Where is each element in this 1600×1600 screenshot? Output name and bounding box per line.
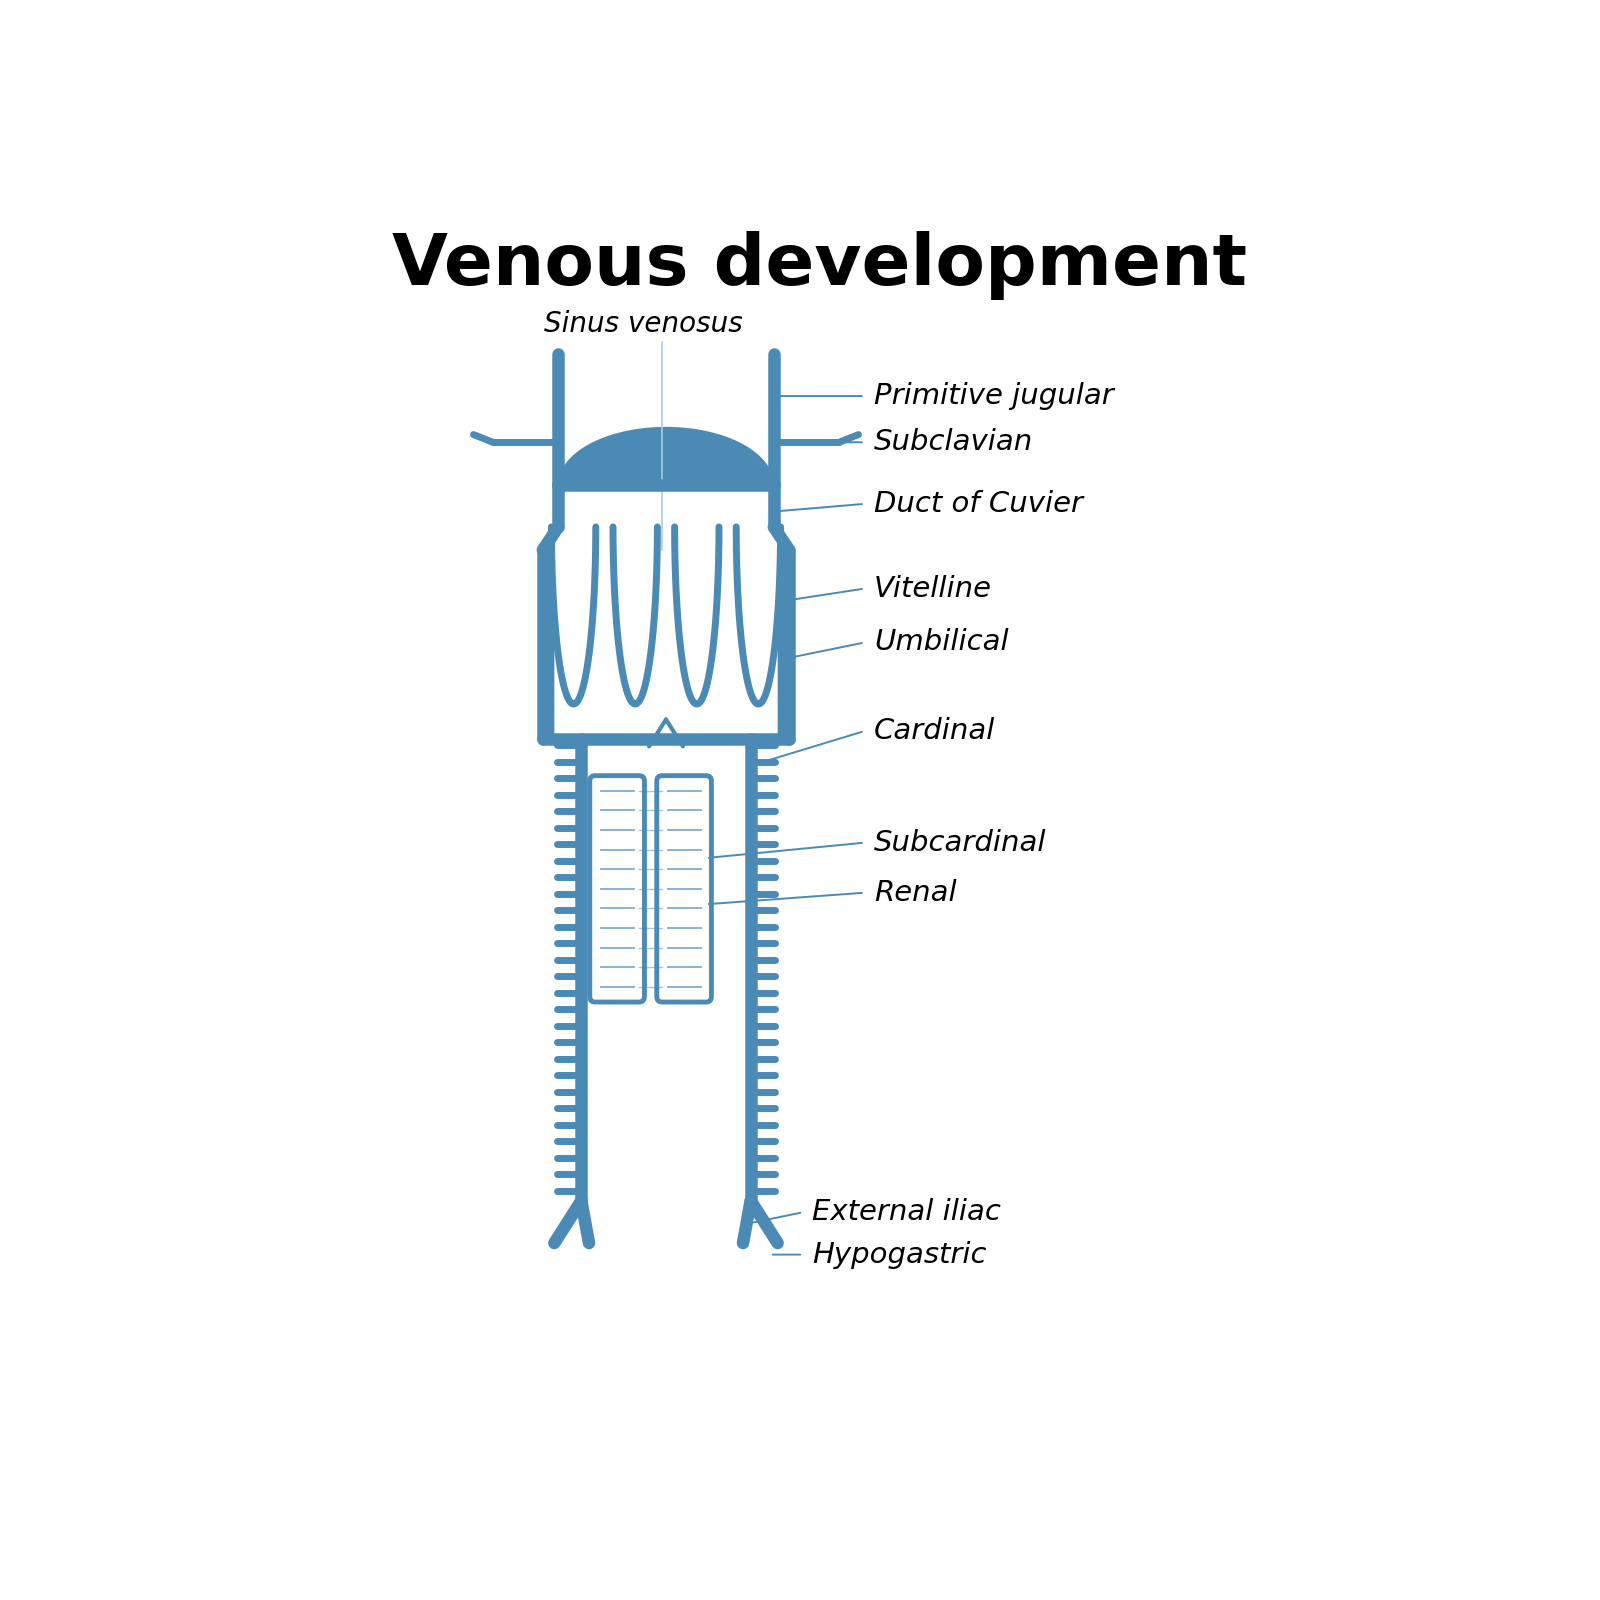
Text: Cardinal: Cardinal: [874, 717, 995, 746]
Text: Hypogastric: Hypogastric: [813, 1240, 987, 1269]
FancyBboxPatch shape: [656, 776, 712, 1002]
Text: Sinus venosus: Sinus venosus: [544, 310, 742, 338]
FancyBboxPatch shape: [590, 776, 645, 1002]
Text: Venous development: Venous development: [392, 230, 1248, 299]
Polygon shape: [542, 526, 558, 739]
Text: Vitelline: Vitelline: [874, 574, 992, 603]
Text: Primitive jugular: Primitive jugular: [874, 382, 1114, 410]
Text: Subcardinal: Subcardinal: [874, 829, 1046, 856]
Text: External iliac: External iliac: [813, 1198, 1002, 1226]
Polygon shape: [774, 526, 789, 739]
Text: Umbilical: Umbilical: [874, 629, 1008, 656]
Text: Renal: Renal: [874, 878, 957, 907]
Text: Subclavian: Subclavian: [874, 429, 1034, 456]
Text: Duct of Cuvier: Duct of Cuvier: [874, 490, 1083, 518]
Polygon shape: [558, 427, 774, 485]
